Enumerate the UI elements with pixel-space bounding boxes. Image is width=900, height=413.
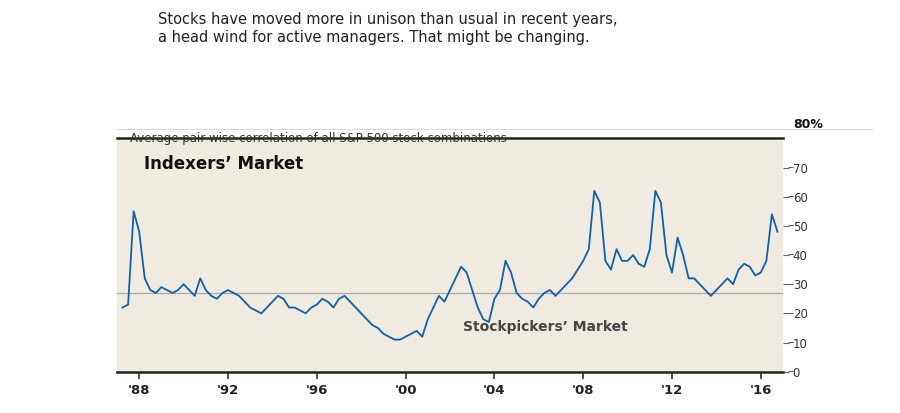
- Text: Stocks have moved more in unison than usual in recent years,
a head wind for act: Stocks have moved more in unison than us…: [158, 12, 617, 45]
- Text: Average pair-wise correlation of all S&P 500 stock combinations: Average pair-wise correlation of all S&P…: [130, 132, 508, 145]
- Text: –: –: [788, 278, 794, 291]
- Text: –: –: [788, 307, 794, 320]
- Text: 80%: 80%: [793, 119, 823, 131]
- Text: Stockpickers’ Market: Stockpickers’ Market: [464, 320, 628, 335]
- Text: –: –: [788, 249, 794, 261]
- Text: –: –: [788, 336, 794, 349]
- Text: –: –: [788, 190, 794, 203]
- Text: –: –: [788, 219, 794, 233]
- Text: Indexers’ Market: Indexers’ Market: [144, 155, 303, 173]
- Text: –: –: [788, 365, 794, 378]
- Text: –: –: [788, 161, 794, 174]
